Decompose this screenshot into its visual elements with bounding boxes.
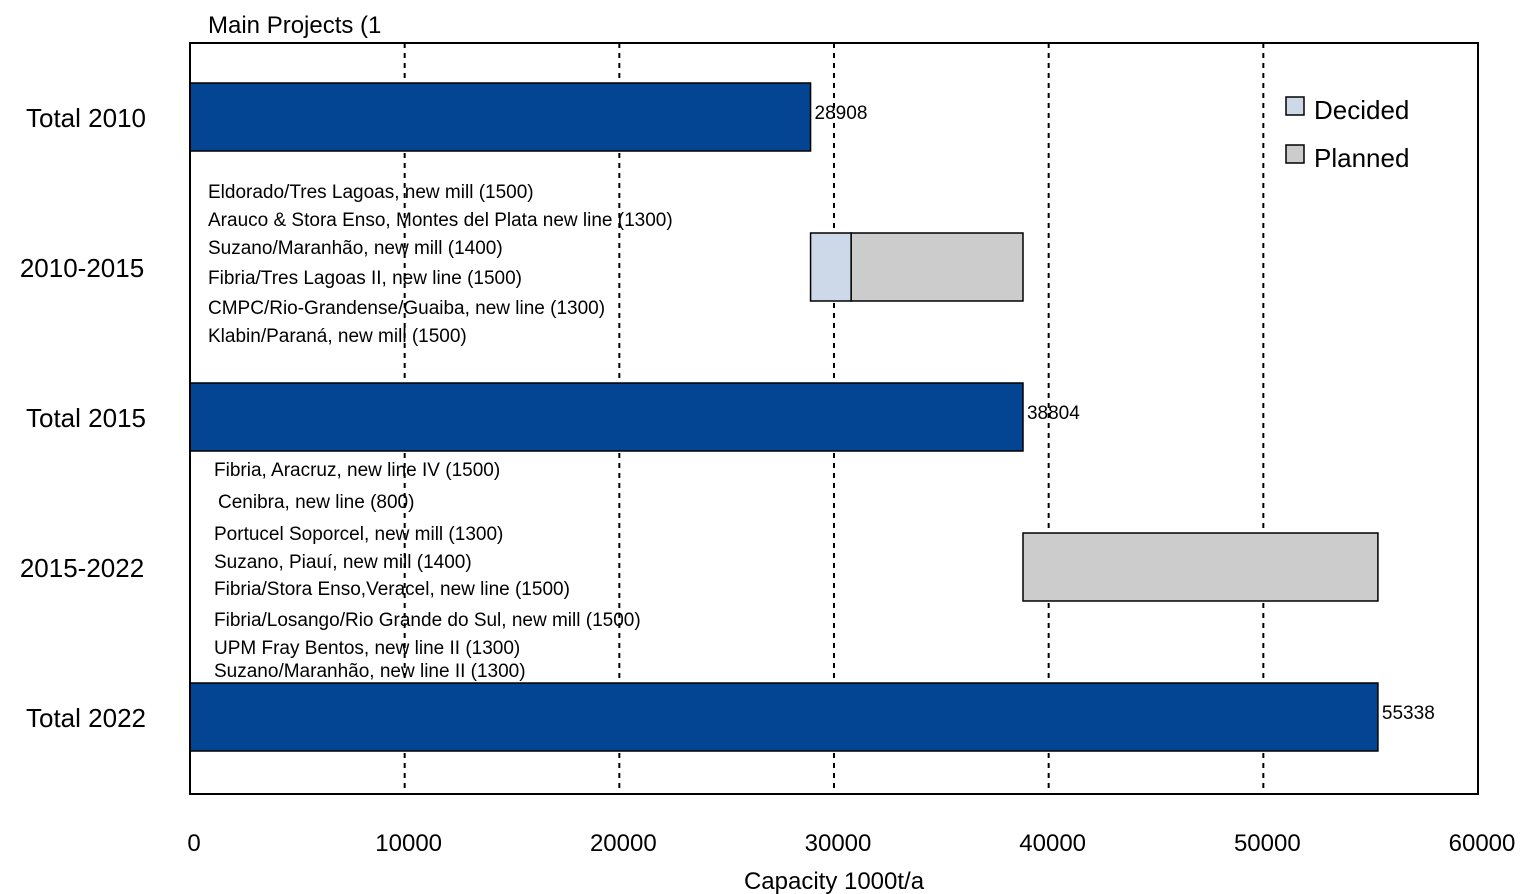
legend-label: Planned — [1314, 143, 1409, 173]
legend-swatch — [1285, 144, 1305, 164]
x-tick-label: 20000 — [590, 830, 657, 857]
data-label: 55338 — [1382, 703, 1435, 724]
category-label: 2010-2015 — [20, 253, 144, 283]
chart-subtitle: Main Projects (1 — [208, 12, 381, 39]
project-item: Eldorado/Tres Lagoas, new mill (1500) — [208, 182, 534, 203]
legend-label: Decided — [1314, 95, 1409, 125]
x-tick-label: 60000 — [1449, 830, 1516, 857]
project-item: UPM Fray Bentos, new line II (1300) — [214, 638, 520, 659]
x-tick-label: 50000 — [1234, 830, 1301, 857]
project-item: Suzano/Maranhão, new mill (1400) — [208, 238, 503, 259]
bar-total — [189, 682, 1379, 752]
bar-planned — [850, 232, 1024, 302]
project-item: Klabin/Paraná, new mill (1500) — [208, 326, 467, 347]
x-axis-title: Capacity 1000t/a — [744, 868, 925, 894]
x-tick-labels: 0 10000 20000 30000 40000 50000 60000 — [187, 830, 1515, 857]
category-labels: Total 2010 2010-2015 Total 2015 2015-2022 To… — [20, 103, 146, 733]
project-item: Fibria/Losango/Rio Grande do Sul, new mi… — [214, 610, 641, 631]
data-label: 38804 — [1027, 403, 1080, 424]
project-item: Cenibra, new line (800) — [218, 492, 414, 513]
project-lists: Eldorado/Tres Lagoas, new mill (1500) Ara… — [208, 182, 673, 682]
bar-decided — [809, 232, 852, 302]
data-labels: 28908 38804 55338 — [815, 103, 1435, 724]
project-item: Fibria/Tres Lagoas II, new line (1500) — [208, 268, 522, 289]
project-item: Arauco & Stora Enso, Montes del Plata ne… — [208, 210, 673, 231]
legend-swatch — [1285, 96, 1305, 116]
bar-total — [189, 382, 1024, 452]
x-tick-label: 0 — [187, 830, 200, 857]
category-label: Total 2022 — [26, 703, 146, 733]
bar-total — [189, 82, 812, 152]
project-item: Suzano/Maranhão, new line II (1300) — [214, 661, 526, 682]
category-label: 2015-2022 — [20, 553, 144, 583]
x-tick-label: 10000 — [375, 830, 442, 857]
bar-planned — [1022, 532, 1379, 602]
category-label: Total 2015 — [26, 403, 146, 433]
x-tick-label: 40000 — [1019, 830, 1086, 857]
category-label: Total 2010 — [26, 103, 146, 133]
project-item: Suzano, Piauí, new mill (1400) — [214, 552, 472, 573]
legend: Decided Planned — [1285, 95, 1409, 173]
plot-area — [189, 42, 1479, 795]
project-item: Fibria/Stora Enso,Veracel, new line (150… — [214, 579, 570, 600]
data-label: 28908 — [815, 103, 868, 124]
project-item: Fibria, Aracruz, new line IV (1500) — [214, 460, 500, 481]
x-tick-label: 30000 — [805, 830, 872, 857]
project-item: Portucel Soporcel, new mill (1300) — [214, 524, 503, 545]
bars — [189, 82, 1379, 752]
project-item: CMPC/Rio-Grandense/Guaiba, new line (130… — [208, 298, 605, 319]
